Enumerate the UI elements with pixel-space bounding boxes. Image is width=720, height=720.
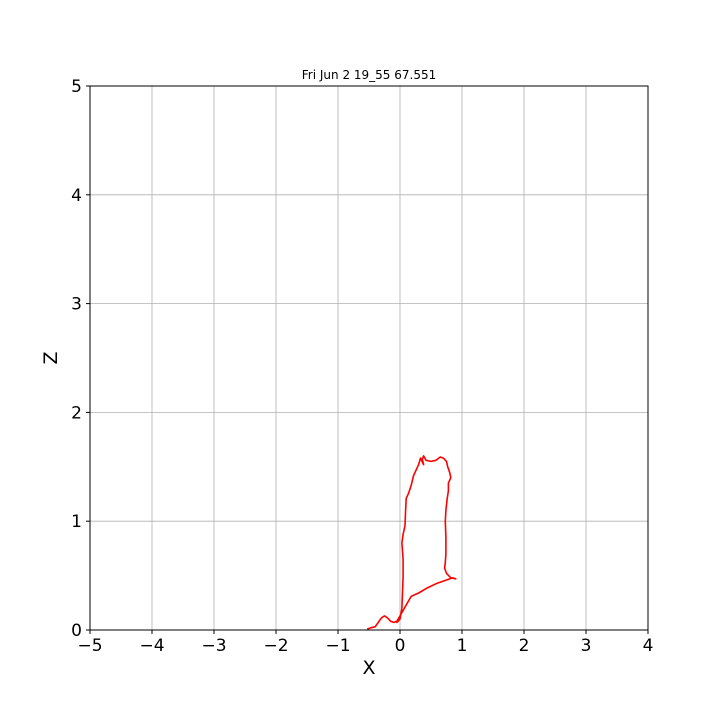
x-tick-label: 0 [395,636,406,656]
x-tick-label: −5 [77,636,102,656]
series-layer [367,455,457,630]
x-tick-label: −1 [325,636,350,656]
grid [89,85,649,631]
y-tick-label: 4 [71,186,82,206]
x-tick-label: −3 [201,636,226,656]
y-axis-label: Z [40,351,62,364]
x-tick-label: 1 [457,636,468,656]
y-tick-label: 1 [71,512,82,532]
y-tick-label: 0 [71,621,82,641]
x-tick-label: −4 [139,636,164,656]
chart-title: Fri Jun 2 19_55 67.551 [302,68,436,82]
x-axis-label: X [362,657,375,679]
axis-ticks: −5 −4 −3 −2 −1 0 1 2 3 4 0 1 2 3 4 5 [71,77,653,656]
y-tick-label: 2 [71,403,82,423]
y-tick-label: 3 [71,295,82,315]
x-tick-label: 4 [643,636,654,656]
x-tick-label: −2 [263,636,288,656]
plot-frame [89,85,649,631]
trajectory-line [367,455,457,630]
y-tick-label: 5 [71,77,82,97]
x-tick-label: 3 [581,636,592,656]
x-tick-label: 2 [519,636,530,656]
